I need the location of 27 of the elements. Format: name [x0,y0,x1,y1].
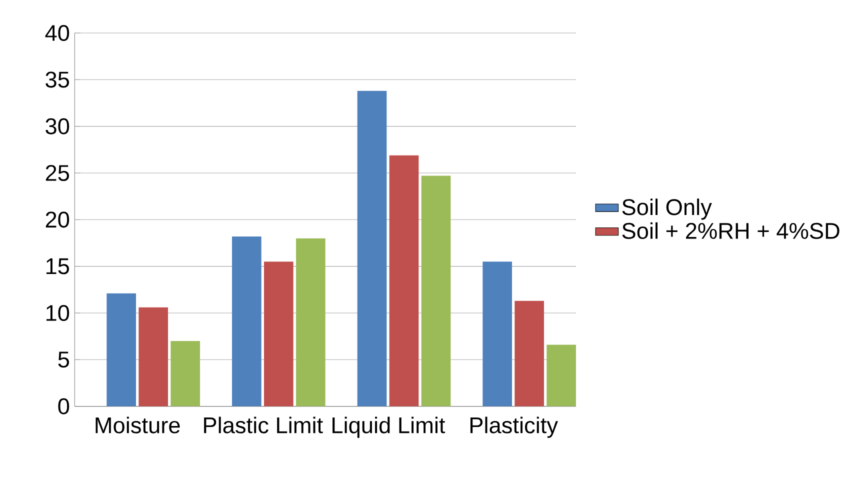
x-tick-label: Plasticity [470,416,558,438]
bar [482,262,512,406]
y-tick-label: 15 [46,258,70,274]
x-tick-label: Moisture [96,416,180,434]
y-tick-label: 30 [46,118,70,134]
bar [138,307,168,406]
bar [421,176,451,406]
bar [296,238,326,406]
x-tick-label: Plastic Limit [204,416,323,434]
y-tick-label: 25 [46,164,70,182]
bar [264,262,294,406]
y-tick-label: 35 [46,72,70,88]
bar [389,155,419,406]
bar [170,340,200,406]
legend-label: Soil Only [622,198,712,220]
bar [106,293,136,406]
y-tick-label: 20 [46,212,70,228]
y-tick-label: 5 [58,352,70,368]
bar [357,90,387,406]
legend-label: Soil + 2%RH + 4%SD [622,222,840,239]
y-tick-label: 0 [58,398,70,414]
y-tick-label: 40 [45,24,70,42]
x-tick-label: Liquid Limit [332,416,446,438]
bar [546,344,576,406]
y-tick-label: 10 [46,304,70,322]
bar [514,300,544,406]
bar [232,236,262,406]
